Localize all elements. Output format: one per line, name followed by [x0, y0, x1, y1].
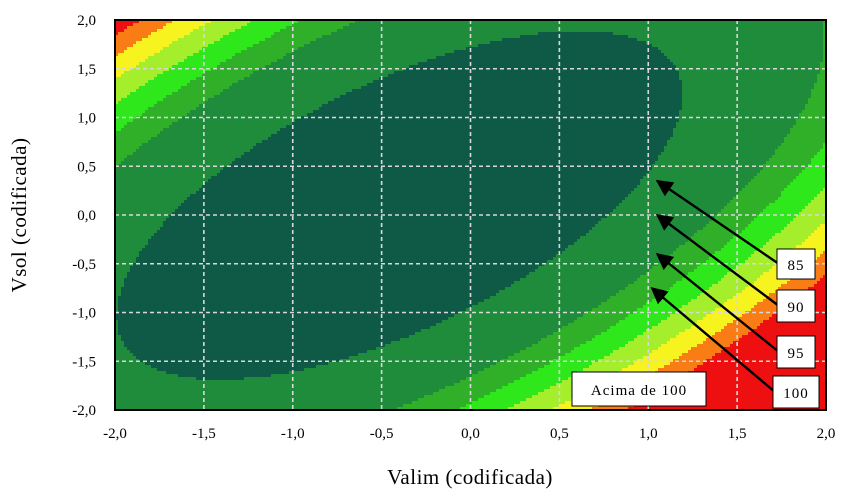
contour-chart: -2,0 -1,5 -1,0 -0,5 0,0 0,5 1,0 1,5 2,0 2,01,51,… — [0, 0, 841, 495]
